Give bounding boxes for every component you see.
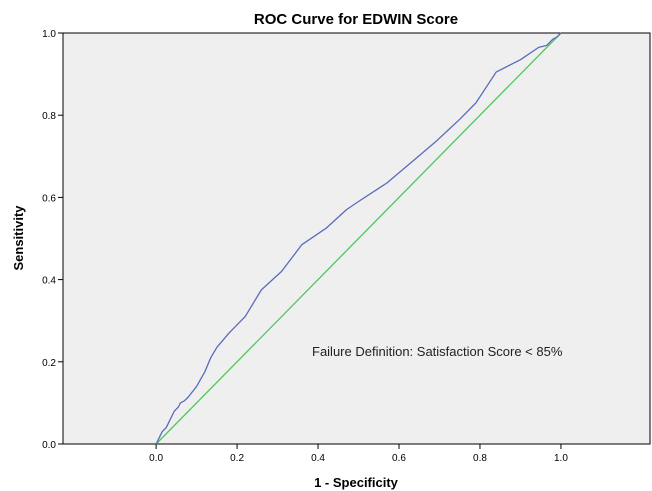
x-tick-label: 0.0 [149, 453, 163, 464]
x-tick-label: 0.6 [392, 453, 406, 464]
x-axis-label: 1 - Specificity [314, 475, 399, 490]
chart-title: ROC Curve for EDWIN Score [254, 11, 458, 28]
y-tick-label: 0.2 [42, 358, 56, 369]
x-tick-label: 1.0 [554, 453, 568, 464]
x-tick-label: 0.8 [473, 453, 487, 464]
y-tick-label: 1.0 [42, 29, 56, 40]
y-tick-label: 0.4 [42, 276, 56, 287]
y-tick-label: 0.8 [42, 111, 56, 122]
y-tick-label: 0.6 [42, 193, 56, 204]
y-axis-label: Sensitivity [11, 205, 26, 271]
x-tick-label: 0.2 [230, 453, 244, 464]
x-tick-label: 0.4 [311, 453, 325, 464]
y-tick-label: 0.0 [42, 440, 56, 451]
annotation-failure-definition: Failure Definition: Satisfaction Score <… [312, 344, 563, 359]
plot-background [63, 33, 650, 444]
